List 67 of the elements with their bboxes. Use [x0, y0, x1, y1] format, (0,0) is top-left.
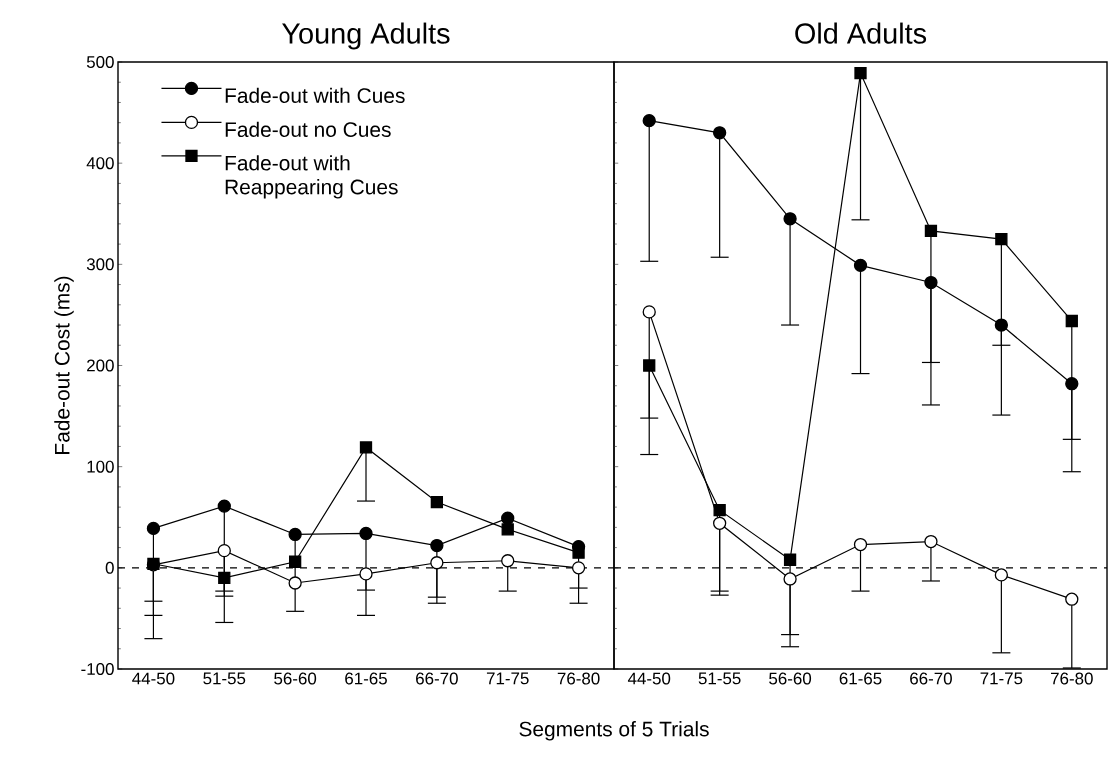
point — [995, 232, 1008, 246]
point — [783, 572, 797, 586]
point — [218, 571, 231, 585]
legend-label: Fade-out with Cues — [225, 87, 405, 104]
x-tick-label: 66-70 — [416, 672, 458, 685]
point — [501, 511, 515, 525]
y-tick-label: 500 — [86, 55, 114, 68]
x-tick-label: 61-65 — [839, 672, 882, 685]
point — [854, 66, 867, 80]
point — [924, 224, 938, 238]
point — [853, 258, 868, 272]
y-tick-label: 200 — [87, 359, 114, 372]
y-tick-label: 400 — [86, 157, 114, 170]
x-tick-label: 44-50 — [627, 672, 671, 685]
point — [783, 212, 797, 226]
point — [853, 537, 868, 552]
point — [1065, 377, 1079, 391]
point — [713, 126, 727, 140]
chart-title: Old Adults — [795, 22, 927, 44]
point — [430, 538, 444, 553]
point — [288, 576, 302, 590]
point — [359, 567, 373, 581]
x-tick-label: 51-55 — [203, 672, 246, 685]
x-tick-label: 76-80 — [557, 672, 600, 685]
x-tick-label: 56-60 — [274, 672, 317, 685]
x-tick-label: 71-75 — [980, 672, 1023, 685]
y-tick-label: -100 — [81, 663, 114, 675]
y-tick-label: 0 — [105, 561, 114, 574]
point — [713, 516, 727, 530]
point — [288, 555, 302, 568]
chart-title: Young Adults — [282, 22, 450, 50]
point — [643, 359, 656, 372]
x-tick-label: 44-50 — [132, 672, 175, 685]
point — [572, 546, 585, 559]
point — [924, 534, 938, 549]
point — [571, 561, 586, 575]
point — [217, 543, 231, 558]
y-axis-title: Fade-out Cost (ms) — [54, 276, 74, 454]
point — [642, 305, 656, 319]
x-axis-title: Segments of 5 Trials — [519, 721, 709, 741]
x-tick-label: 51-55 — [698, 672, 741, 685]
y-tick-label: 100 — [87, 460, 114, 473]
legend-label: Fade-out with Reappearing Cues — [225, 155, 398, 199]
x-tick-label: 71-75 — [486, 672, 529, 685]
x-tick-label: 76-80 — [1051, 672, 1093, 685]
point — [217, 499, 231, 513]
point — [359, 441, 373, 454]
x-tick-label: 66-70 — [910, 672, 952, 685]
x-tick-label: 56-60 — [769, 672, 812, 685]
point — [288, 527, 302, 542]
y-tick-label: 300 — [86, 258, 114, 271]
point — [783, 553, 797, 566]
point — [642, 114, 656, 128]
point — [994, 318, 1009, 332]
legend-label: Fade-out no Cues — [225, 121, 391, 138]
point — [924, 275, 938, 290]
point — [1065, 314, 1078, 328]
point — [359, 526, 373, 541]
point — [1065, 592, 1079, 606]
point — [994, 568, 1009, 582]
point — [501, 523, 514, 536]
point — [713, 504, 726, 517]
point — [501, 554, 515, 568]
point — [430, 556, 444, 570]
point — [430, 495, 444, 509]
point — [146, 521, 161, 536]
x-tick-label: 61-65 — [345, 672, 387, 685]
